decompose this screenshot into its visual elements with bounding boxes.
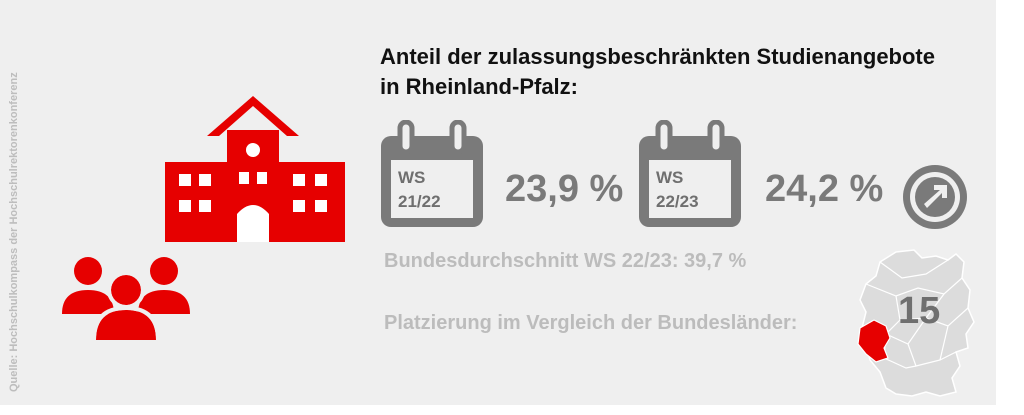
calendar-icon [639, 119, 741, 227]
calendar-icon [381, 119, 483, 227]
semester-card-ws-22-23: WS 22/23 [636, 119, 744, 230]
semester-card-ws-21-22: WS 21/22 [378, 119, 486, 230]
calendar-label: WS 22/23 [656, 166, 699, 214]
ranking-label: Platzierung im Vergleich der Bundeslände… [384, 312, 798, 334]
source-note: Quelle: Hochschulkompass der Hochschulre… [8, 72, 20, 392]
share-value-ws-22-23: 24,2 % [765, 168, 884, 210]
national-average: Bundesdurchschnitt WS 22/23: 39,7 % [384, 250, 747, 272]
headline: Anteil der zulassungsbeschränkten Studie… [380, 42, 935, 102]
arrow-right-circle-icon[interactable] [900, 162, 970, 232]
calendar-label: WS 21/22 [398, 166, 441, 214]
share-value-ws-21-22: 23,9 % [505, 168, 624, 210]
people-group-icon [62, 257, 190, 340]
university-building-icon [165, 96, 345, 242]
calendar-label-bottom: 21/22 [398, 192, 441, 211]
calendar-label-bottom: 22/23 [656, 192, 699, 211]
infographic-panel: Quelle: Hochschulkompass der Hochschulre… [0, 0, 996, 405]
calendar-label-top: WS [656, 168, 684, 187]
headline-line-2: in Rheinland-Pfalz: [380, 74, 578, 99]
headline-line-1: Anteil der zulassungsbeschränkten Studie… [380, 44, 935, 69]
germany-map-icon [857, 249, 975, 397]
calendar-label-top: WS [398, 168, 426, 187]
ranking-value: 15 [898, 290, 941, 332]
